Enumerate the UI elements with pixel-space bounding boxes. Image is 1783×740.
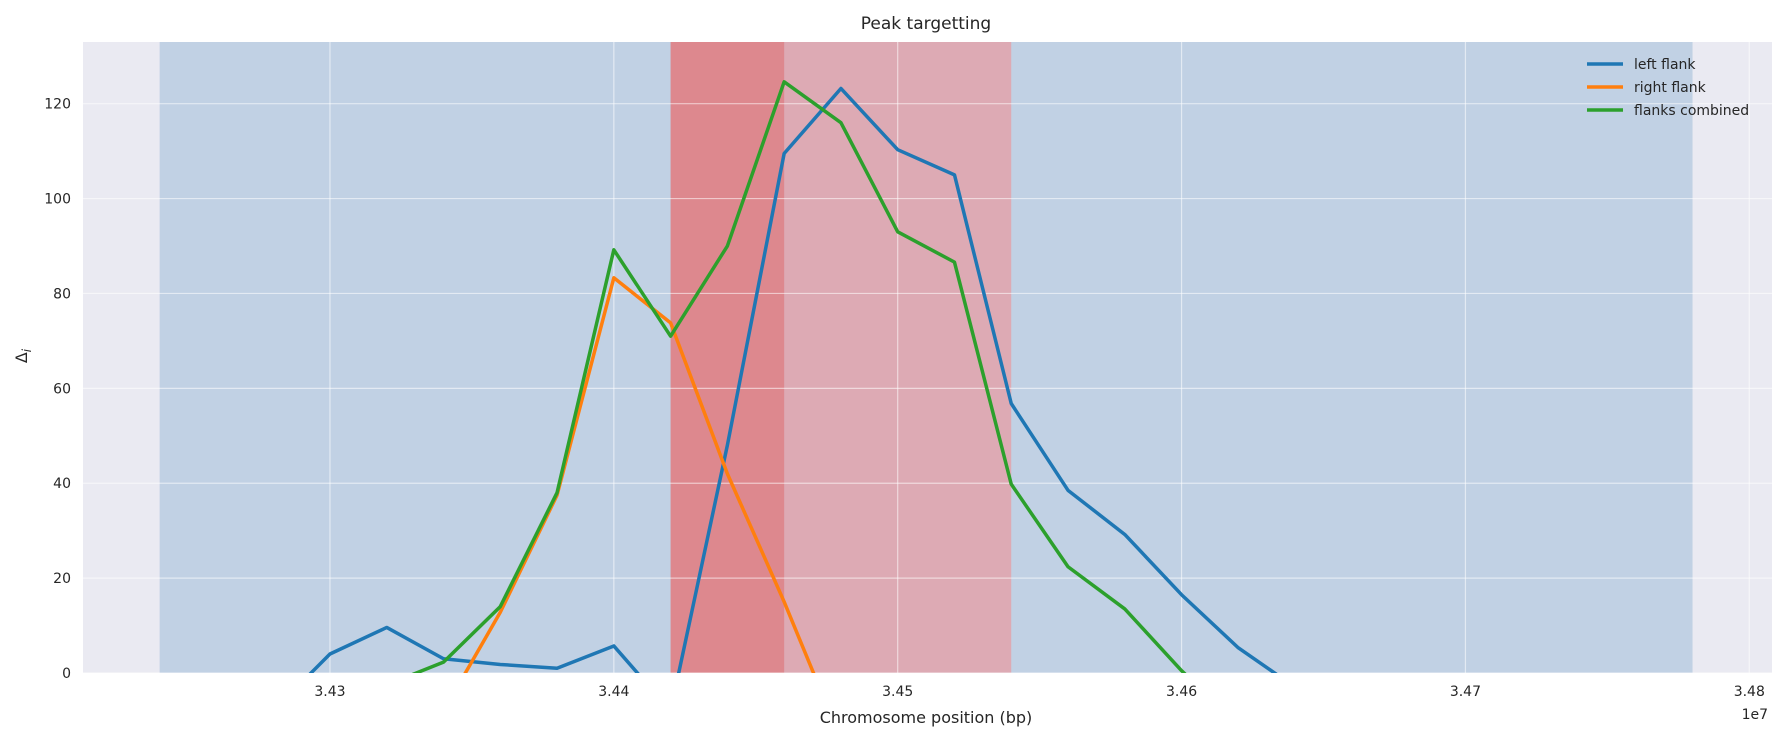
y-tick-label-7: 120 xyxy=(44,97,71,113)
y-tick-label-2: 20 xyxy=(53,571,71,587)
legend-label-3: flanks combined xyxy=(1634,103,1749,119)
x-tick-label-1: 3.43 xyxy=(314,684,345,700)
y-tick-label-5: 80 xyxy=(53,286,71,302)
y-tick-label-4: 60 xyxy=(53,381,71,397)
legend: left flank right flank flanks combined xyxy=(1587,57,1749,119)
y-axis-label-symbol: Δ xyxy=(12,352,31,363)
y-tick-labels: 0 20 40 60 80 100 120 xyxy=(44,97,71,682)
series-line-left-flank xyxy=(308,86,1278,673)
x-axis-offset-label: 1e7 xyxy=(1742,707,1768,723)
series-line-flanks-combined xyxy=(411,80,1187,673)
chart-title: Peak targetting xyxy=(861,14,991,34)
y-tick-label-3: 40 xyxy=(53,476,71,492)
series-lines xyxy=(308,80,1278,673)
svg-text:Δi: Δi xyxy=(12,348,34,363)
x-tick-label-2: 3.44 xyxy=(598,684,629,700)
grid-lines xyxy=(83,42,1772,674)
series-line-right-flank xyxy=(463,276,816,673)
legend-label-1: left flank xyxy=(1634,57,1696,73)
x-tick-label-4: 3.46 xyxy=(1166,684,1197,700)
legend-label-2: right flank xyxy=(1634,80,1707,96)
x-tick-label-5: 3.47 xyxy=(1450,684,1481,700)
y-tick-label-6: 100 xyxy=(44,192,71,208)
y-axis-label: Δi xyxy=(12,348,34,363)
highlight-span-3 xyxy=(670,42,785,673)
highlight-spans xyxy=(159,42,1693,673)
y-tick-label-1: 0 xyxy=(62,666,71,682)
y-axis-label-subscript: i xyxy=(20,348,34,352)
x-axis-label: Chromosome position (bp) xyxy=(820,708,1033,727)
x-tick-labels: 3.43 3.44 3.45 3.46 3.47 3.48 xyxy=(314,684,1764,700)
x-tick-label-6: 3.48 xyxy=(1734,684,1765,700)
x-tick-label-3: 3.45 xyxy=(882,684,913,700)
